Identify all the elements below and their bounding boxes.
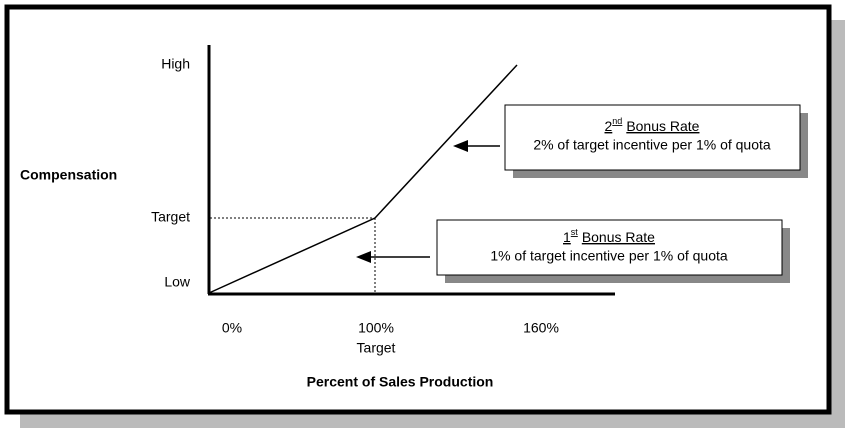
callout-box [436,219,783,276]
callout-title: 1st Bonus Rate [563,227,655,244]
callout-title: 2nd Bonus Rate [605,116,700,133]
compensation-curve [208,64,518,294]
ordinal-suffix: nd [612,116,622,126]
x-label: 160% [523,320,559,336]
y-label: Low [164,274,191,290]
y-label: Target [151,209,190,225]
x-sublabel: Target [357,340,396,356]
x-label: 100% [358,320,394,336]
ordinal-suffix: st [571,227,579,237]
callout-box [504,104,801,171]
x-label: 0% [222,320,242,336]
callout-text: 1% of target incentive per 1% of quota [490,248,728,264]
ordinal: 2 [605,118,613,134]
callout-text: 2% of target incentive per 1% of quota [533,137,771,153]
arrow-head [356,251,371,263]
callout-title-text: Bonus Rate [626,118,699,134]
callout-title-text: Bonus Rate [582,229,655,245]
frame [4,4,832,415]
arrow-head [453,140,468,152]
x-title: Percent of Sales Production [307,374,494,390]
y-title: Compensation [20,167,117,183]
y-label: High [161,56,190,72]
ordinal: 1 [563,229,571,245]
